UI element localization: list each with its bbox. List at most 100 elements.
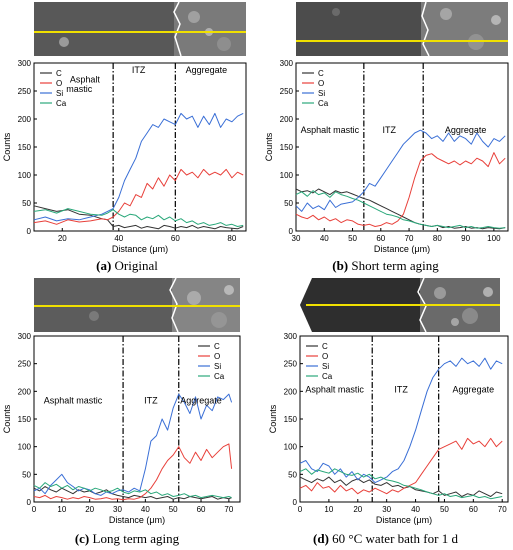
zone-label: Asphalt mastic (301, 125, 360, 135)
chart-c: 0 50 100 150 200 250 300 0 10 20 30 40 50 60 70 Distanc… (2, 332, 241, 525)
sem-image-b (296, 2, 508, 56)
y-tick-label: 100 (284, 443, 298, 452)
caption-b-text: Short term aging (351, 258, 439, 273)
series-line-si (33, 393, 233, 496)
y-tick-label: 250 (280, 87, 294, 96)
series-line-c (299, 476, 503, 497)
zone-label: Aggregate (180, 396, 222, 406)
series-line-c (295, 188, 506, 230)
y-tick-label: 200 (280, 115, 294, 124)
series-line-o (33, 443, 233, 501)
y-tick-label: 100 (18, 443, 32, 452)
y-tick-label: 150 (280, 143, 294, 152)
panel-c: 0 50 100 150 200 250 300 0 10 20 30 40 50 60 70 Distanc… (0, 276, 254, 550)
legend-label: Ca (318, 99, 329, 108)
y-axis-label: Counts (2, 132, 12, 161)
sem-image-c (34, 278, 240, 332)
x-tick-label: 60 (469, 505, 478, 514)
legend-label: Si (318, 89, 325, 98)
y-tick-label: 100 (280, 171, 294, 180)
y-tick-label: 50 (22, 199, 31, 208)
caption-a: (a) Original (0, 258, 254, 274)
zone-label: ITZ (383, 125, 397, 135)
series-line-si (33, 112, 244, 222)
chart-a: 0 50 100 150 200 250 300 20 40 60 80 Distance (μm) C… (2, 59, 247, 254)
y-tick-label: 0 (27, 227, 32, 236)
sem-image-a (34, 2, 246, 56)
legend-label: O (322, 352, 328, 361)
legend-label: Si (56, 89, 63, 98)
caption-c-text: Long term aging (92, 531, 180, 546)
series-line-ca (33, 208, 244, 227)
panel-b: 0 50 100 150 200 250 300 30 40 50 60 70 80 90 100 Dista… (258, 0, 513, 275)
zone-label: Asphalt (70, 75, 101, 85)
sem-photo-a (34, 2, 246, 56)
x-tick-label: 40 (114, 234, 123, 243)
x-tick-label: 80 (227, 234, 236, 243)
caption-c: (c) Long term aging (0, 531, 254, 547)
legend-label: C (318, 69, 324, 78)
legend-label: O (56, 79, 62, 88)
caption-b-letter: (b) (332, 258, 349, 273)
x-axis-label: Distance (μm) (374, 244, 430, 254)
zone-label: ITZ (132, 65, 146, 75)
sem-photo-b (296, 2, 508, 56)
caption-a-text: Original (114, 258, 158, 273)
x-tick-label: 90 (461, 234, 470, 243)
x-tick-label: 40 (411, 505, 420, 514)
legend-label: C (56, 69, 62, 78)
y-axis-label: Counts (264, 132, 274, 161)
y-tick-label: 100 (18, 171, 32, 180)
x-tick-label: 30 (292, 234, 301, 243)
plot-frame (33, 335, 241, 503)
x-tick-label: 80 (433, 234, 442, 243)
y-tick-label: 200 (18, 387, 32, 396)
sem-image-d (300, 278, 500, 332)
panel-d: 0 50 100 150 200 250 300 0 10 20 30 40 50 60 70 Distanc… (258, 276, 513, 550)
x-axis-label: Distance (μm) (109, 515, 165, 525)
x-tick-label: 40 (141, 505, 150, 514)
y-tick-label: 0 (289, 227, 294, 236)
series-line-ca (299, 468, 503, 500)
series-line-c (33, 205, 244, 230)
x-tick-label: 70 (405, 234, 414, 243)
series-line-o (33, 168, 244, 225)
legend-label: Ca (214, 372, 225, 381)
chart-b: 0 50 100 150 200 250 300 30 40 50 60 70 80 90 100 Dista… (264, 59, 509, 254)
caption-d-text: 60 °C water bath for 1 d (332, 531, 458, 546)
zone-label: ITZ (394, 384, 408, 394)
x-tick-label: 50 (440, 505, 449, 514)
x-tick-label: 60 (376, 234, 385, 243)
legend-label: Ca (56, 99, 67, 108)
x-tick-label: 30 (382, 505, 391, 514)
x-tick-label: 20 (58, 234, 67, 243)
y-tick-label: 150 (18, 143, 32, 152)
legend-label: Ca (322, 372, 333, 381)
y-tick-label: 250 (284, 360, 298, 369)
caption-d-letter: (d) (313, 531, 329, 546)
y-tick-label: 200 (18, 115, 32, 124)
legend-label: C (322, 342, 328, 351)
y-tick-label: 300 (18, 332, 32, 341)
x-tick-label: 100 (487, 234, 501, 243)
zone-label: Aggregate (453, 384, 495, 394)
series-line-ca (33, 482, 232, 499)
y-tick-label: 0 (293, 498, 298, 507)
x-tick-label: 30 (113, 505, 122, 514)
x-tick-label: 0 (298, 505, 303, 514)
y-axis-label: Counts (268, 404, 278, 433)
series-line-ca (295, 190, 506, 229)
y-tick-label: 300 (284, 332, 298, 341)
x-axis-label: Distance (μm) (376, 515, 432, 525)
zone-label: mastic (66, 84, 93, 94)
zone-label: Asphalt mastic (305, 384, 364, 394)
x-axis-label: Distance (μm) (112, 244, 168, 254)
y-tick-label: 50 (288, 470, 297, 479)
legend-label: Si (322, 362, 329, 371)
y-tick-label: 150 (284, 415, 298, 424)
y-axis-label: Counts (2, 404, 12, 433)
y-tick-label: 250 (18, 360, 32, 369)
chart-d: 0 50 100 150 200 250 300 0 10 20 30 40 50 60 70 Distanc… (268, 332, 509, 525)
